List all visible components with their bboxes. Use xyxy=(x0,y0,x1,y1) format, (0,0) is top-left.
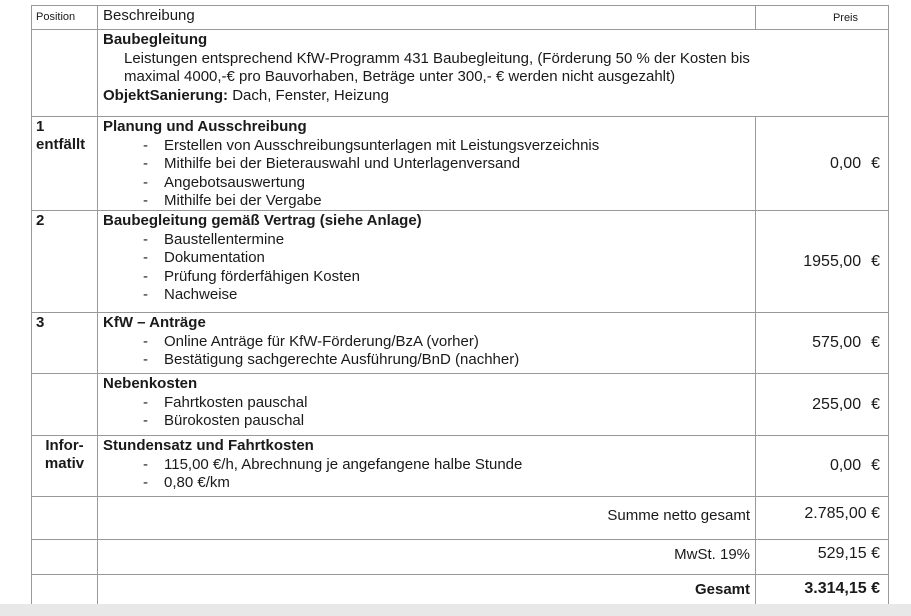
page-bottom-margin xyxy=(0,604,911,616)
vat-value: 529,15 € xyxy=(756,540,889,574)
grand-total-value: 3.314,15 € xyxy=(756,575,889,609)
intro-row: Baubegleitung Leistungen entsprechend Kf… xyxy=(32,30,889,117)
list-item: - Dokumentation xyxy=(143,249,265,266)
row-price: 1955,00 € xyxy=(756,211,889,312)
table-row: 3 KfW – Anträge - Online Anträge für KfW-… xyxy=(32,313,889,374)
list-item: - Mithilfe bei der Bieterauswahl und Unte… xyxy=(143,155,521,172)
list-item: - Angebotsauswertung xyxy=(143,173,305,191)
price-table: Position Beschreibung Preis Baubegleitun… xyxy=(31,5,889,610)
row-price: 575,00 € xyxy=(756,313,889,373)
net-total-label: Summe netto gesamt xyxy=(98,497,756,539)
table-header: Position Beschreibung Preis xyxy=(32,6,889,30)
table-row: Infor-mativ Stundensatz und Fahrtkosten … xyxy=(32,436,889,497)
list-item: - Erstellen von Ausschreibungsunterlagen … xyxy=(143,136,600,154)
net-total-row: Summe netto gesamt 2.785,00 € xyxy=(32,497,889,540)
header-position: Position xyxy=(32,6,98,29)
intro-text-2: maximal 4000,-€ pro Bauvorhaben, Beträge… xyxy=(124,68,676,85)
list-item: - Prüfung förderfähigen Kosten xyxy=(143,267,360,285)
row-price: 0,00 € xyxy=(756,436,889,496)
header-price: Preis xyxy=(756,6,889,29)
vat-label: MwSt. 19% xyxy=(98,540,756,574)
net-total-value: 2.785,00 € xyxy=(756,497,889,539)
grand-total-label: Gesamt xyxy=(98,575,756,609)
table-row: 2 Baubegleitung gemäß Vertrag (siehe Anl… xyxy=(32,211,889,313)
intro-text-1: Leistungen entsprechend KfW-Programm 431… xyxy=(124,49,750,67)
intro-title: Baubegleitung xyxy=(103,31,208,48)
row-price: 255,00 € xyxy=(756,374,889,435)
object-line: ObjektSanierung: Dach, Fenster, Heizung xyxy=(103,86,389,104)
list-item: - Online Anträge für KfW-Förderung/BzA (v… xyxy=(143,332,479,350)
list-item: - Bestätigung sachgerechte Ausführung/BnD… xyxy=(143,351,520,368)
list-item: - Mithilfe bei der Vergabe xyxy=(143,192,322,209)
header-description: Beschreibung xyxy=(98,6,756,29)
list-item: -115,00 €/h, Abrechnung je angefangene h… xyxy=(143,455,523,473)
list-item: - Bürokosten pauschal xyxy=(143,412,305,429)
list-item: - Nachweise xyxy=(143,286,238,303)
table-row: Nebenkosten - Fahrtkosten pauschal - Bürok… xyxy=(32,374,889,436)
list-item: - Fahrtkosten pauschal xyxy=(143,393,308,411)
table-row: 1 entfällt Planung und Ausschreibung - Ers… xyxy=(32,117,889,211)
list-item: - Baustellentermine xyxy=(143,230,285,248)
vat-row: MwSt. 19% 529,15 € xyxy=(32,540,889,575)
row-price: 0,00 € xyxy=(756,117,889,210)
list-item: -0,80 €/km xyxy=(143,474,230,491)
